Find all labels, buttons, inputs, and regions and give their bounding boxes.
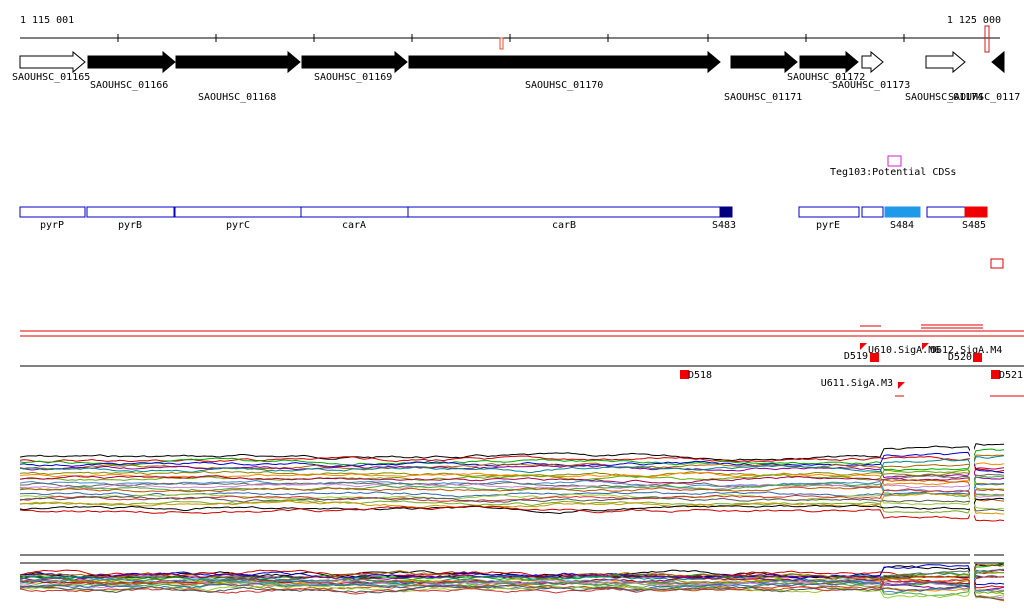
potential-cds-label: Teg103:Potential CDSs bbox=[830, 167, 956, 178]
gene bbox=[19, 50, 86, 74]
operon-box bbox=[964, 206, 988, 218]
operon-box bbox=[719, 206, 733, 218]
gene bbox=[301, 50, 408, 74]
expression-trace bbox=[19, 464, 1005, 480]
expression-trace bbox=[19, 475, 1005, 498]
expression-trace bbox=[19, 493, 1005, 514]
promoter-mark bbox=[898, 382, 905, 389]
expression-trace bbox=[19, 577, 1005, 602]
expression-trace bbox=[19, 443, 1005, 462]
promoter-label: D519 bbox=[844, 351, 868, 362]
expression-trace bbox=[19, 497, 1005, 515]
operon-box bbox=[861, 206, 884, 218]
operon-label: carA bbox=[342, 220, 366, 231]
promoter-mark bbox=[991, 370, 1000, 379]
gene-label: SAOUHSC_01170 bbox=[525, 80, 603, 91]
operon-label: pyrP bbox=[40, 220, 64, 231]
expression-trace bbox=[19, 454, 1004, 471]
expression-trace bbox=[19, 564, 1005, 586]
promoter-mark bbox=[860, 343, 867, 350]
promoter-label: D520 bbox=[948, 352, 972, 363]
expression-trace bbox=[19, 584, 1004, 600]
gene bbox=[991, 50, 1005, 74]
expression-trace bbox=[19, 493, 1005, 510]
promoter-mark bbox=[973, 353, 982, 362]
ruler-end: 1 125 000 bbox=[947, 15, 1001, 26]
operon-label: pyrC bbox=[226, 220, 250, 231]
operon-box bbox=[19, 206, 86, 218]
operon-box bbox=[300, 206, 409, 218]
operon-label: pyrE bbox=[816, 220, 840, 231]
expression-trace bbox=[19, 470, 1005, 486]
promoter-mark bbox=[922, 343, 929, 350]
expression-trace bbox=[19, 483, 1005, 498]
operon-box bbox=[926, 206, 966, 218]
gene-label: SAOUHSC_01169 bbox=[314, 72, 392, 83]
expression-trace bbox=[19, 448, 1005, 472]
promoter-label: U610.SigA.M6 bbox=[868, 345, 940, 356]
operon-label: carB bbox=[552, 220, 576, 231]
expression-trace bbox=[19, 462, 1005, 486]
gene-label: SAOUHSC_01174 bbox=[905, 92, 983, 103]
gene bbox=[861, 50, 884, 74]
expression-trace bbox=[19, 505, 1005, 522]
operon-box bbox=[407, 206, 721, 218]
expression-trace bbox=[19, 455, 1005, 474]
ruler-start: 1 115 001 bbox=[20, 15, 74, 26]
promoter-label: D521 bbox=[999, 370, 1023, 381]
expression-trace bbox=[19, 492, 1005, 515]
operon-box bbox=[798, 206, 860, 218]
marker bbox=[990, 258, 1004, 269]
promoter-label: U611.SigA.M3 bbox=[821, 378, 893, 389]
gene-label: SAOUHSC_01168 bbox=[198, 92, 276, 103]
expression-trace bbox=[19, 488, 1005, 502]
operon-label: S484 bbox=[890, 220, 914, 231]
gene bbox=[925, 50, 966, 74]
gene-label: SAOUHSC_01166 bbox=[90, 80, 168, 91]
gene-label: SAOUHSC_01165 bbox=[12, 72, 90, 83]
potential-cds-box bbox=[887, 155, 902, 167]
expression-trace bbox=[19, 577, 1005, 594]
operon-label: S483 bbox=[712, 220, 736, 231]
operon-label: S485 bbox=[962, 220, 986, 231]
gene-label: SAOUHSC_01172 bbox=[787, 72, 865, 83]
marker bbox=[984, 25, 990, 53]
gene-label: SAOUHSC_0117 bbox=[948, 92, 1020, 103]
expression-trace bbox=[19, 479, 1005, 502]
expression-trace bbox=[19, 495, 1005, 512]
gene-label: SAOUHSC_01173 bbox=[832, 80, 910, 91]
promoter-label: D518 bbox=[688, 370, 712, 381]
operon-box bbox=[884, 206, 921, 218]
gene-label: SAOUHSC_01171 bbox=[724, 92, 802, 103]
gap bbox=[970, 440, 974, 600]
gene bbox=[730, 50, 798, 74]
promoter-mark bbox=[870, 353, 879, 362]
operon-label: pyrB bbox=[118, 220, 142, 231]
operon-box bbox=[174, 206, 302, 218]
gene bbox=[799, 50, 859, 74]
expression-trace bbox=[19, 574, 1005, 592]
gene bbox=[408, 50, 721, 74]
operon-box bbox=[86, 206, 175, 218]
promoter-mark bbox=[680, 370, 689, 379]
marker bbox=[499, 37, 504, 50]
expression-trace bbox=[19, 467, 1005, 484]
promoter-label: U612.SigA.M4 bbox=[930, 345, 1002, 356]
gene bbox=[87, 50, 176, 74]
expression-trace bbox=[20, 584, 1005, 599]
gene bbox=[175, 50, 301, 74]
